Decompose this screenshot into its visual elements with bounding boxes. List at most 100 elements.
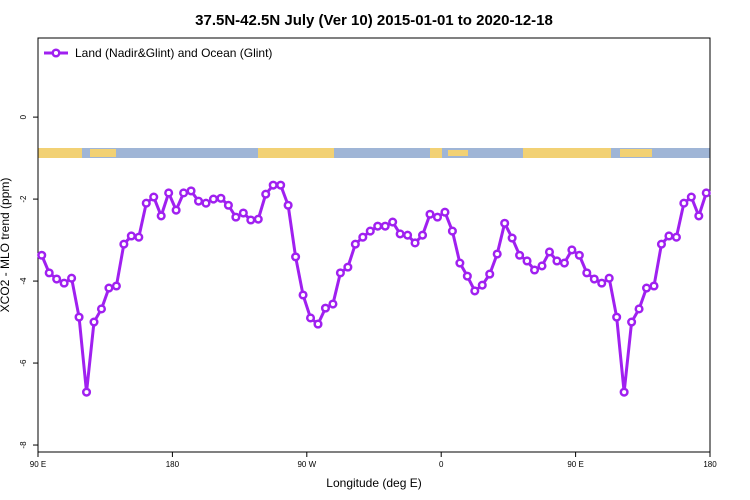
x-tick-label: 180 (166, 460, 180, 469)
data-point (447, 226, 457, 236)
chart-title: 37.5N-42.5N July (Ver 10) 2015-01-01 to … (195, 12, 553, 29)
data-point (604, 273, 614, 283)
data-point (350, 239, 360, 249)
x-tick-label: 180 (703, 460, 717, 469)
data-point (291, 252, 301, 262)
data-point (649, 281, 659, 291)
land-patch (258, 148, 334, 158)
data-point (81, 387, 92, 397)
data-point (485, 269, 495, 279)
land-patch (448, 150, 468, 156)
data-point (261, 189, 271, 199)
land-patch (90, 149, 116, 157)
data-point (477, 280, 487, 290)
data-point (432, 212, 443, 222)
data-point (298, 290, 308, 300)
data-point (358, 232, 368, 242)
data-point (417, 230, 428, 240)
data-point (44, 268, 54, 278)
data-point (395, 229, 405, 239)
data-point (283, 200, 293, 210)
data-point (313, 319, 323, 329)
data-point (701, 188, 711, 198)
data-point (104, 283, 114, 293)
y-tick-label: -2 (19, 195, 28, 203)
plot-frame (37, 37, 711, 453)
data-point (567, 245, 577, 255)
land-ocean-strip (38, 148, 710, 158)
data-point (320, 303, 331, 313)
data-point (246, 215, 256, 225)
y-tick-label: -6 (19, 359, 28, 367)
data-point (67, 273, 77, 283)
data-point (238, 208, 248, 218)
data-point (627, 317, 637, 327)
x-tick-label: 90 W (297, 460, 316, 469)
data-point (141, 198, 151, 208)
data-point (656, 239, 667, 249)
data-point (305, 313, 316, 323)
data-point (522, 256, 532, 266)
data-point (193, 196, 204, 206)
data-point (470, 286, 480, 296)
data-point (134, 232, 144, 242)
data-point (544, 247, 555, 257)
data-point (462, 271, 472, 281)
data-point (515, 250, 525, 260)
legend-label: Land (Nadir&Glint) and Ocean (Glint) (75, 46, 272, 60)
data-point (74, 312, 84, 322)
data-point (335, 268, 345, 278)
data-point (179, 188, 189, 198)
data-point (276, 180, 286, 190)
data-point (223, 200, 233, 210)
data-point (694, 211, 704, 221)
data-point (388, 217, 398, 227)
y-axis-label: XCO2 - MLO trend (ppm) (0, 178, 12, 313)
data-point (186, 186, 196, 196)
y-tick-label: -4 (19, 277, 28, 285)
data-point (216, 193, 226, 203)
data-point (328, 299, 338, 309)
data-point (156, 211, 166, 221)
data-point (373, 221, 383, 231)
data-point (507, 233, 517, 243)
y-tick-label: -8 (19, 441, 28, 449)
x-tick-label: 90 E (567, 460, 583, 469)
data-point (574, 250, 584, 260)
data-point (455, 258, 465, 268)
data-point (634, 304, 644, 314)
data-point (119, 239, 129, 249)
data-point (597, 278, 607, 288)
data-point (679, 198, 689, 208)
data-point (380, 221, 390, 231)
data-point (89, 317, 99, 327)
data-point (492, 249, 502, 259)
land-patch (523, 148, 611, 158)
data-point (96, 304, 107, 314)
x-tick-label: 0 (439, 460, 444, 469)
series-line (40, 183, 708, 394)
data-point (403, 230, 413, 240)
data-point (664, 231, 674, 241)
data-point (529, 265, 540, 275)
data-point (126, 231, 136, 241)
data-point (111, 281, 121, 291)
data-point (343, 262, 353, 272)
data-point (268, 180, 278, 190)
data-point (686, 192, 696, 202)
data-point (619, 387, 629, 397)
legend-marker (51, 48, 61, 58)
data-point (171, 205, 181, 215)
x-tick-label: 90 E (30, 460, 46, 469)
data-point (552, 256, 562, 266)
data-point (612, 312, 622, 322)
data-point (641, 283, 652, 293)
land-patch (430, 148, 442, 158)
data-point (500, 218, 510, 228)
data-point (52, 274, 62, 284)
data-point (208, 194, 219, 204)
y-tick-label: 0 (19, 114, 28, 119)
ocean-band (38, 148, 710, 158)
data-point (537, 261, 547, 271)
